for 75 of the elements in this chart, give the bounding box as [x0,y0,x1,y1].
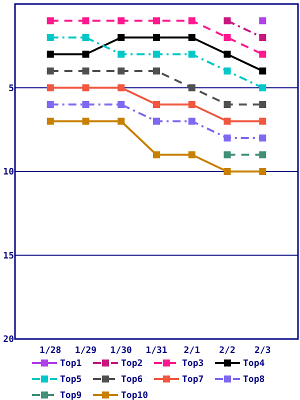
x-tick-label: 2/1 [184,346,200,356]
point [153,17,160,24]
point [188,84,196,92]
point [153,50,160,58]
point [259,17,266,24]
point [82,50,90,58]
point [188,50,196,58]
point [82,17,90,24]
legend-label: Top2 [121,359,143,370]
point [118,50,125,58]
point [46,118,54,125]
point [188,17,196,24]
point [188,34,196,41]
point [224,134,231,142]
point [153,118,160,125]
point [46,84,54,92]
legend-label: Top5 [60,375,82,386]
point [118,17,125,24]
point [224,68,231,74]
legend-label: Top9 [60,391,82,400]
legend-label: Top6 [121,375,143,386]
point [259,34,266,41]
point [82,118,90,125]
point [118,101,125,108]
point [118,34,125,41]
point [153,68,160,74]
point [259,68,266,74]
point [82,101,90,108]
point [82,68,90,74]
point [46,68,54,74]
legend-label: Top7 [182,375,204,386]
point [224,168,231,175]
x-tick-label: 1/28 [40,346,62,356]
point [82,34,90,41]
x-tick-label: 2/3 [254,346,271,356]
point [224,50,231,58]
point [46,34,54,41]
point [82,84,90,92]
legend-label: Top10 [121,391,148,400]
point [188,118,196,125]
y-tick-label: 10 [3,168,14,178]
point [224,17,231,24]
legend-label: Top1 [60,359,82,370]
point [224,118,231,125]
point [46,50,54,58]
point [259,84,266,92]
point [46,17,54,24]
point [224,101,231,108]
legend-label: Top3 [182,359,204,370]
point [188,101,196,108]
x-tick-label: 1/30 [110,346,132,356]
point [188,151,196,158]
legend-label: Top4 [243,359,266,370]
point [118,84,125,92]
point [259,134,266,142]
point [153,101,160,108]
x-tick-label: 1/31 [146,346,168,356]
point [259,101,266,108]
point [259,50,266,58]
point [153,34,160,41]
point [46,101,54,108]
point [153,151,160,158]
x-tick-label: 2/2 [219,346,236,356]
y-tick-label: 15 [3,251,14,262]
point [224,151,231,158]
x-tick-label: 1/29 [74,346,97,356]
point [259,168,266,175]
y-tick-label: 5 [8,84,14,94]
point [118,118,125,125]
y-tick-label: 20 [3,335,14,346]
point [224,34,231,41]
point [259,151,266,158]
point [118,68,125,74]
legend-label: Top8 [243,375,265,386]
point [259,118,266,125]
